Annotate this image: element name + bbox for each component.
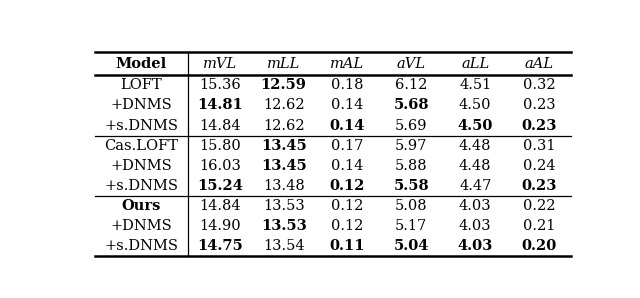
- Text: aVL: aVL: [397, 57, 426, 71]
- Text: 4.48: 4.48: [459, 139, 492, 153]
- Text: 15.24: 15.24: [197, 179, 243, 193]
- Text: 0.11: 0.11: [330, 239, 365, 253]
- Text: mLL: mLL: [267, 57, 300, 71]
- Text: 5.68: 5.68: [394, 98, 429, 112]
- Text: 4.50: 4.50: [458, 119, 493, 133]
- Text: 13.53: 13.53: [263, 199, 305, 213]
- Text: 0.14: 0.14: [332, 98, 364, 112]
- Text: 4.03: 4.03: [459, 199, 492, 213]
- Text: 0.14: 0.14: [330, 119, 365, 133]
- Text: +s.DNMS: +s.DNMS: [104, 119, 179, 133]
- Text: +DNMS: +DNMS: [111, 98, 172, 112]
- Text: 14.81: 14.81: [197, 98, 243, 112]
- Text: 15.80: 15.80: [199, 139, 241, 153]
- Text: 0.23: 0.23: [522, 179, 557, 193]
- Text: 0.23: 0.23: [523, 98, 556, 112]
- Text: aLL: aLL: [461, 57, 490, 71]
- Text: 0.12: 0.12: [332, 219, 364, 233]
- Text: 4.48: 4.48: [459, 159, 492, 173]
- Text: 13.53: 13.53: [260, 219, 307, 233]
- Text: 4.47: 4.47: [459, 179, 492, 193]
- Text: 0.12: 0.12: [332, 199, 364, 213]
- Text: 5.04: 5.04: [394, 239, 429, 253]
- Text: mVL: mVL: [203, 57, 237, 71]
- Text: 14.84: 14.84: [199, 119, 241, 133]
- Text: 12.59: 12.59: [260, 78, 307, 92]
- Text: 5.88: 5.88: [395, 159, 428, 173]
- Text: 4.03: 4.03: [459, 219, 492, 233]
- Text: 0.12: 0.12: [330, 179, 365, 193]
- Text: 0.18: 0.18: [332, 78, 364, 92]
- Text: 5.69: 5.69: [395, 119, 428, 133]
- Text: Model: Model: [116, 57, 167, 71]
- Text: 13.45: 13.45: [260, 159, 307, 173]
- Text: 12.62: 12.62: [263, 98, 305, 112]
- Text: Ours: Ours: [122, 199, 161, 213]
- Text: +s.DNMS: +s.DNMS: [104, 179, 179, 193]
- Text: 0.22: 0.22: [523, 199, 556, 213]
- Text: 14.84: 14.84: [199, 199, 241, 213]
- Text: 5.97: 5.97: [395, 139, 428, 153]
- Text: 0.24: 0.24: [523, 159, 556, 173]
- Text: 0.23: 0.23: [522, 119, 557, 133]
- Text: 5.08: 5.08: [395, 199, 428, 213]
- Text: aAL: aAL: [525, 57, 554, 71]
- Text: +DNMS: +DNMS: [111, 159, 172, 173]
- Text: 0.14: 0.14: [332, 159, 364, 173]
- Text: 12.62: 12.62: [263, 119, 305, 133]
- Text: 0.20: 0.20: [522, 239, 557, 253]
- Text: +DNMS: +DNMS: [111, 219, 172, 233]
- Text: 13.48: 13.48: [263, 179, 305, 193]
- Text: 15.36: 15.36: [199, 78, 241, 92]
- Text: 14.90: 14.90: [199, 219, 241, 233]
- Text: Cas.LOFT: Cas.LOFT: [104, 139, 179, 153]
- Text: 16.03: 16.03: [199, 159, 241, 173]
- Text: 13.54: 13.54: [263, 239, 305, 253]
- Text: 4.03: 4.03: [458, 239, 493, 253]
- Text: 0.31: 0.31: [523, 139, 556, 153]
- Text: 4.51: 4.51: [459, 78, 492, 92]
- Text: LOFT: LOFT: [120, 78, 162, 92]
- Text: 5.17: 5.17: [396, 219, 428, 233]
- Text: 13.45: 13.45: [260, 139, 307, 153]
- Text: 0.32: 0.32: [523, 78, 556, 92]
- Text: 5.58: 5.58: [394, 179, 429, 193]
- Text: mAL: mAL: [330, 57, 365, 71]
- Text: 6.12: 6.12: [395, 78, 428, 92]
- Text: 0.21: 0.21: [523, 219, 556, 233]
- Text: 4.50: 4.50: [459, 98, 492, 112]
- Text: 0.17: 0.17: [332, 139, 364, 153]
- Text: +s.DNMS: +s.DNMS: [104, 239, 179, 253]
- Text: 14.75: 14.75: [197, 239, 243, 253]
